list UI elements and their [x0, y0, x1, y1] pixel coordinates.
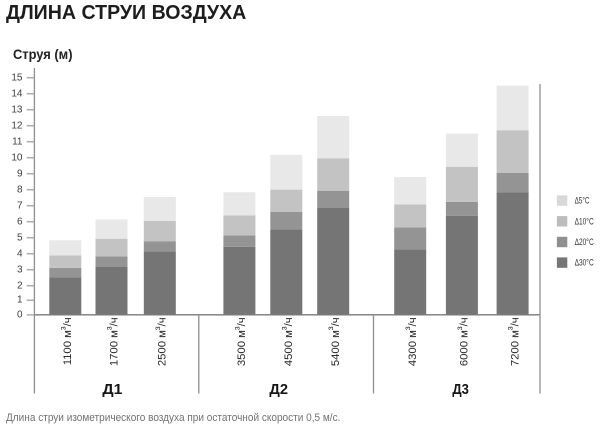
svg-text:2: 2: [17, 280, 23, 291]
svg-text:5: 5: [17, 232, 23, 243]
svg-text:0: 0: [17, 309, 23, 320]
svg-text:6: 6: [17, 216, 23, 227]
svg-text:10: 10: [11, 152, 23, 163]
svg-text:1700 м³/ч: 1700 м³/ч: [106, 317, 121, 366]
svg-text:4500 м³/ч: 4500 м³/ч: [280, 317, 295, 366]
svg-text:2500 м³/ч: 2500 м³/ч: [154, 317, 169, 366]
svg-text:7: 7: [17, 200, 23, 211]
svg-text:7200 м³/ч: 7200 м³/ч: [507, 317, 522, 366]
svg-text:1100 м³/ч: 1100 м³/ч: [59, 317, 74, 365]
svg-text:Д3: Д3: [452, 381, 469, 398]
svg-text:4300 м³/ч: 4300 м³/ч: [404, 317, 419, 366]
svg-text:Δ10°C: Δ10°C: [575, 216, 594, 226]
svg-text:12: 12: [11, 120, 23, 131]
svg-text:9: 9: [17, 168, 23, 179]
svg-text:6000 м³/ч: 6000 м³/ч: [456, 317, 471, 366]
svg-text:Д1: Д1: [102, 381, 122, 398]
svg-text:1: 1: [17, 295, 23, 306]
svg-text:14: 14: [11, 88, 23, 99]
svg-text:4: 4: [17, 248, 23, 259]
svg-text:3: 3: [17, 264, 23, 275]
svg-text:11: 11: [12, 136, 23, 147]
svg-text:3500 м³/ч: 3500 м³/ч: [233, 317, 248, 366]
svg-text:Δ5°C: Δ5°C: [575, 196, 590, 206]
svg-text:15: 15: [11, 72, 23, 83]
svg-text:5400 м³/ч: 5400 м³/ч: [327, 317, 342, 366]
svg-text:Δ20°C: Δ20°C: [575, 237, 594, 247]
svg-text:Д2: Д2: [269, 381, 288, 398]
svg-text:Δ30°C: Δ30°C: [575, 258, 594, 268]
svg-text:13: 13: [11, 104, 23, 115]
svg-text:8: 8: [17, 184, 23, 195]
